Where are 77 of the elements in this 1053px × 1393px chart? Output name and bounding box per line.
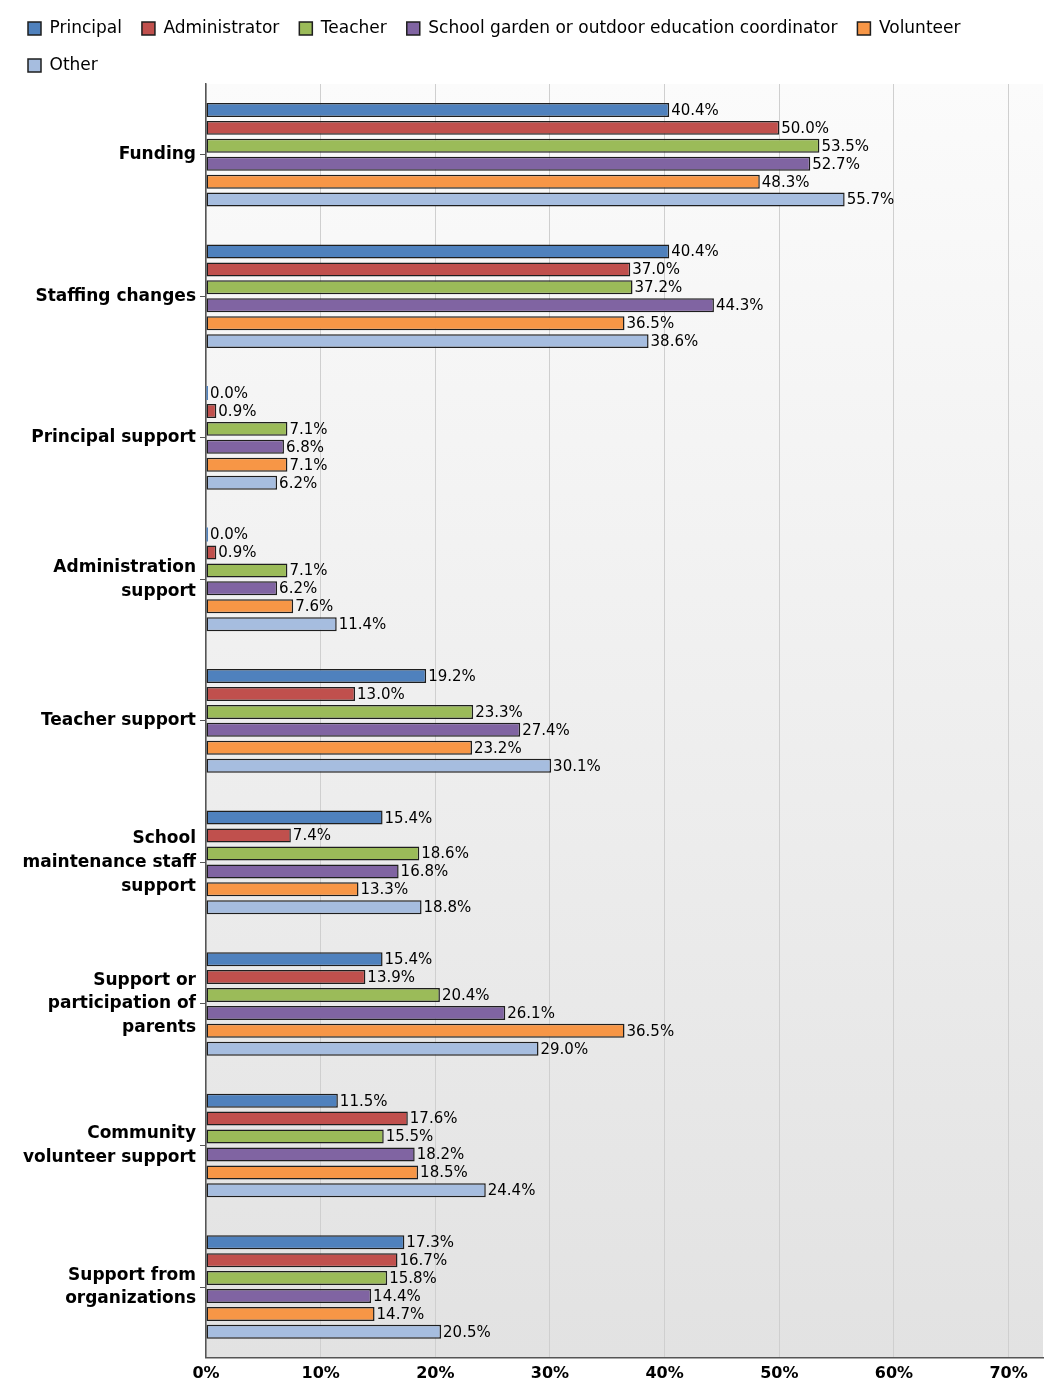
data-label: 48.3%	[761, 172, 810, 191]
data-label: 15.8%	[389, 1268, 437, 1287]
data-label: 37.0%	[632, 260, 680, 279]
y-tick-label: Support from organizations	[65, 1263, 196, 1308]
data-label: 19.2%	[428, 666, 476, 685]
x-tick-label: 30%	[530, 1362, 570, 1382]
data-label: 40.4%	[671, 100, 719, 119]
x-tick-label: 60%	[874, 1362, 914, 1382]
data-label: 16.7%	[399, 1251, 448, 1270]
data-label: 26.1%	[507, 1003, 555, 1022]
data-label: 17.3%	[406, 1233, 455, 1252]
data-label: 53.5%	[821, 136, 870, 155]
data-label: 40.4%	[671, 242, 719, 261]
data-label: 23.3%	[475, 702, 523, 721]
legend-label: School garden or outdoor education coordinator	[428, 16, 838, 37]
legend-label: Principal	[49, 16, 122, 37]
data-label: 52.7%	[812, 154, 860, 173]
data-label: 20.5%	[443, 1322, 491, 1341]
data-label: 7.1%	[289, 561, 328, 580]
data-label: 24.4%	[487, 1181, 536, 1200]
data-label: 7.4%	[292, 826, 331, 845]
x-tick-label: 10%	[301, 1362, 340, 1382]
data-label: 0.0%	[210, 525, 249, 544]
data-label: 6.8%	[285, 437, 325, 456]
y-tick-label: Support or participation of parents	[47, 968, 197, 1037]
data-label: 0.9%	[218, 543, 257, 562]
x-tick-label: 0%	[192, 1362, 220, 1382]
y-tick-label: Funding	[118, 143, 196, 164]
data-label: 50.0%	[781, 118, 829, 137]
y-tick-label: Teacher support	[40, 709, 196, 730]
x-tick-label: 40%	[645, 1362, 684, 1382]
y-tick-label: Community volunteer support	[22, 1122, 196, 1166]
data-label: 15.4%	[384, 950, 433, 969]
data-label: 14.7%	[376, 1304, 425, 1323]
data-label: 29.0%	[540, 1039, 589, 1058]
data-label: 44.3%	[715, 296, 764, 315]
data-label: 11.4%	[338, 615, 387, 634]
data-label: 18.6%	[421, 844, 469, 863]
legend-label: Other	[49, 53, 98, 74]
data-label: 37.2%	[634, 278, 683, 297]
y-tick-label: School maintenance staff support	[22, 827, 197, 895]
data-label: 20.4%	[441, 985, 490, 1004]
data-label: 36.5%	[626, 314, 675, 333]
y-tick-label: Administration support	[53, 555, 196, 600]
legend-label: Volunteer	[878, 16, 961, 37]
data-label: 27.4%	[522, 720, 570, 739]
data-label: 6.2%	[279, 473, 318, 492]
x-tick-label: 70%	[989, 1362, 1028, 1382]
data-label: 7.1%	[289, 419, 328, 438]
data-label: 15.4%	[384, 808, 433, 827]
data-label: 18.2%	[416, 1145, 465, 1164]
data-label: 55.7%	[846, 190, 895, 209]
data-label: 18.5%	[420, 1163, 468, 1182]
data-label: 0.9%	[218, 401, 257, 420]
data-label: 23.2%	[474, 738, 522, 757]
data-label: 14.4%	[373, 1286, 421, 1305]
data-label: 0.0%	[210, 383, 249, 402]
data-label: 13.0%	[357, 684, 405, 703]
x-tick-label: 20%	[416, 1362, 455, 1382]
data-label: 36.5%	[626, 1021, 675, 1040]
data-label: 30.1%	[553, 756, 601, 775]
data-label: 7.6%	[295, 597, 334, 616]
x-tick-label: 50%	[760, 1362, 799, 1382]
data-label: 38.6%	[650, 332, 699, 351]
data-label: 15.5%	[385, 1127, 434, 1146]
data-label: 16.8%	[400, 862, 449, 881]
data-label: 7.1%	[289, 455, 328, 474]
y-tick-label: Principal support	[31, 426, 196, 447]
legend-label: Teacher	[319, 16, 387, 37]
y-tick-label: Staffing changes	[35, 284, 196, 305]
data-label: 13.3%	[360, 880, 409, 899]
legend-label: Administrator	[163, 16, 280, 37]
data-label: 11.5%	[339, 1091, 388, 1110]
data-label: 6.2%	[279, 579, 318, 598]
data-label: 13.9%	[367, 967, 416, 986]
data-label: 18.8%	[423, 898, 472, 917]
data-label: 17.6%	[409, 1109, 458, 1128]
